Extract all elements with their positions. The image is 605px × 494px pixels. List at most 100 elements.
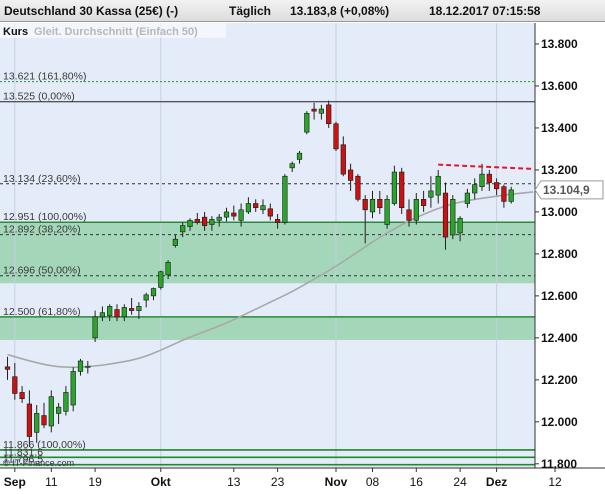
candle-body [136, 306, 142, 311]
candle-down [202, 211, 208, 231]
candle-up [384, 195, 390, 229]
fib-labels: 13.621 (161,80%) 13.525 (0,00%) 13.134 (23… [3, 71, 86, 466]
candle-up [63, 386, 69, 416]
candle-down [129, 297, 135, 315]
candle-up [464, 188, 471, 208]
candle-down [333, 121, 339, 152]
candle-up [209, 216, 215, 231]
candle-body [209, 218, 215, 225]
candle-body [333, 123, 339, 150]
candle-body [85, 365, 91, 368]
candle-body [48, 396, 54, 427]
candle-down [326, 100, 332, 128]
fib-level-label: 12.892 (38,20%) [3, 224, 81, 236]
candle-body [121, 307, 127, 318]
candle-body [457, 217, 463, 234]
candle-body [282, 175, 288, 223]
fib-level-label: 13.621 (161,80%) [3, 71, 86, 83]
candle-body [479, 173, 485, 188]
candle-body [355, 175, 361, 200]
candle-body [26, 403, 33, 437]
y-tick-label: 12.600 [541, 289, 578, 303]
candle-body [304, 112, 310, 133]
candle-body [238, 209, 244, 221]
x-tick-label: 11 [45, 475, 58, 489]
candle-body [326, 104, 332, 125]
candle-body [41, 415, 47, 426]
interval-label[interactable]: Täglich [229, 4, 272, 18]
instrument-title: Deutschland 30 Kassa (25€) (-) [4, 4, 179, 18]
candle-body [450, 199, 456, 236]
candle-down [377, 190, 383, 215]
candle-down [114, 304, 120, 322]
candle-body [4, 366, 11, 370]
candle-down [41, 402, 47, 429]
candle-up [282, 174, 288, 225]
y-tick-label: 12.200 [541, 373, 578, 387]
candle-body [129, 308, 135, 311]
candle-up [296, 151, 303, 164]
candle-body [19, 392, 25, 400]
candle-up [238, 203, 244, 227]
candle-body [267, 208, 273, 217]
candle-up [77, 358, 84, 376]
candle-up [99, 306, 105, 322]
candle-up [304, 111, 310, 135]
candle-body [107, 306, 113, 317]
candle-down [194, 212, 200, 225]
y-tick-label: 13.400 [541, 121, 578, 135]
candle-body [245, 203, 252, 213]
candle-body [442, 192, 449, 238]
candle-up [34, 405, 40, 443]
x-tick-label: Nov [325, 475, 348, 489]
y-tick-label: 13.000 [541, 205, 578, 219]
candle-body [70, 371, 76, 406]
x-tick-label: Okt [151, 475, 171, 489]
candle-down [267, 203, 273, 221]
candle-down [26, 390, 33, 448]
candle-up [223, 207, 230, 222]
candle-body [187, 220, 193, 227]
candle-up [472, 178, 478, 200]
fib-level-label: 12.951 (100,00%) [3, 211, 86, 223]
candle-body [501, 186, 507, 202]
candle-up [289, 161, 295, 173]
x-tick-label: 08 [366, 475, 380, 489]
candle-down [406, 199, 412, 227]
candle-up [92, 310, 98, 343]
candle-up [85, 360, 91, 374]
last-price-change: 13.183,8 (+0,08%) [290, 4, 390, 18]
current-price-box [534, 180, 604, 200]
candle-down [4, 356, 11, 380]
candle-down [486, 169, 492, 191]
candle-down [362, 195, 368, 244]
chart-header-bar: Deutschland 30 Kassa (25€) (-) Täglich 1… [0, 0, 605, 22]
candle-down [347, 163, 354, 191]
source-credit: © IT-Finance.com [3, 458, 74, 468]
candle-down [274, 214, 281, 229]
y-axis-panel [535, 23, 605, 468]
candle-up [172, 235, 179, 248]
candle-body [143, 294, 149, 301]
candle-body [508, 189, 514, 202]
candle-up [70, 367, 76, 412]
y-tick-label: 13.200 [541, 163, 578, 177]
candle-body [311, 108, 317, 112]
x-tick-label: Sep [4, 475, 26, 489]
candle-body [435, 175, 441, 196]
candle-up [136, 302, 142, 319]
candle-body [384, 199, 390, 225]
candle-up [150, 287, 157, 301]
candle-down [420, 190, 427, 212]
candle-body [99, 312, 105, 318]
fib-level-label: 11.866 (100,00%) [3, 439, 86, 451]
candle-up [391, 165, 398, 206]
y-tick-label: 12.000 [541, 415, 578, 429]
legend-box [0, 23, 226, 38]
x-axis-panel [0, 468, 605, 494]
candle-down [19, 386, 25, 403]
candle-up [121, 304, 127, 322]
x-tick-label: 12 [548, 475, 562, 489]
